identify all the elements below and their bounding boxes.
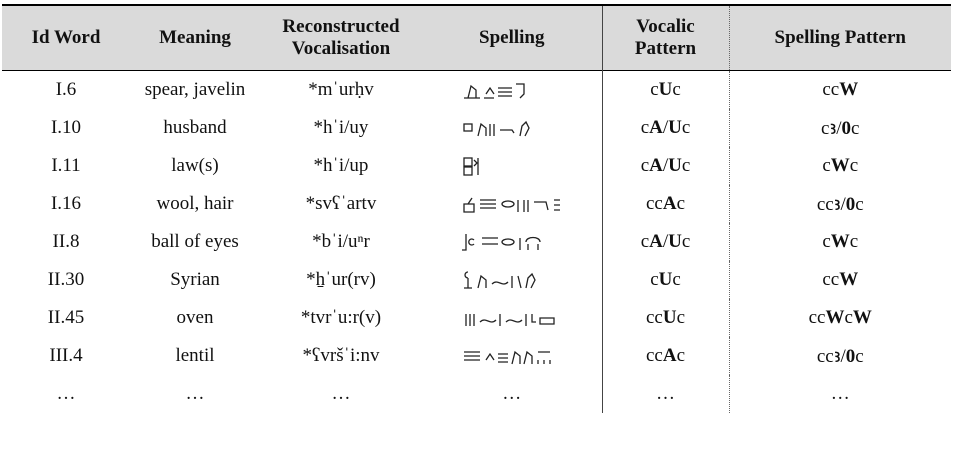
word-table: Id Word Meaning Reconstructed Vocalisati… bbox=[2, 4, 951, 413]
spelling-cell bbox=[422, 261, 602, 299]
id-cell: I.10 bbox=[50, 117, 82, 138]
spelling-cell bbox=[422, 109, 602, 147]
vocalisation-cell: *mˈurḥv bbox=[308, 79, 374, 100]
hieroglyphs bbox=[463, 157, 479, 176]
spelling-pattern-cell: … bbox=[728, 375, 951, 413]
header-cell: Spelling bbox=[479, 27, 545, 48]
spelling-pattern-cell: cWc bbox=[728, 147, 951, 185]
vocalic-pattern-cell: … bbox=[601, 375, 729, 413]
vocalic-pattern-cell: ccAc bbox=[601, 185, 729, 223]
header-cell: Meaning bbox=[159, 27, 231, 48]
vocalic-pattern-cell: ccUc bbox=[601, 299, 729, 337]
vocalisation-cell: *tvrˈu:r(v) bbox=[300, 307, 382, 328]
vocalisation-cell: … bbox=[331, 383, 351, 404]
table-row: ……………… bbox=[2, 375, 951, 413]
spelling-cell bbox=[422, 299, 602, 337]
table-row: II.30 Syrian *ẖˈur(rv) cUc ccW bbox=[2, 261, 951, 299]
vocalisation-cell: *ẖˈur(rv) bbox=[306, 269, 376, 290]
meaning-cell: law(s) bbox=[171, 155, 219, 176]
vocalisation-cell: *hˈi/uy bbox=[313, 117, 369, 138]
table-row: II.45 oven *tvrˈu:r(v) ccUc ccWcW bbox=[2, 299, 951, 337]
meaning-cell: husband bbox=[163, 117, 227, 138]
hieroglyphs bbox=[463, 271, 536, 289]
hieroglyphs bbox=[465, 314, 555, 326]
hieroglyphs bbox=[463, 83, 525, 99]
vocalic-pattern-cell: cA/Uc bbox=[601, 223, 729, 261]
spelling-cell bbox=[422, 147, 602, 185]
spelling-cell bbox=[422, 71, 602, 110]
vocalic-pattern-cell: cUc bbox=[601, 70, 729, 109]
header-cell: Reconstructed Vocalisation bbox=[282, 16, 400, 59]
hieroglyphs bbox=[461, 234, 541, 251]
vocalic-pattern-cell: cA/Uc bbox=[601, 147, 729, 185]
table-row: I.6 spear, javelin *mˈurḥv cUc ccW bbox=[2, 70, 951, 110]
vocalic-pattern-cell: cUc bbox=[601, 261, 729, 299]
vocalisation-cell: *svʕˈartv bbox=[305, 193, 377, 214]
vocalisation-cell: *ʕvršˈi:nv bbox=[302, 345, 380, 366]
id-cell: … bbox=[56, 383, 76, 404]
spelling-cell bbox=[422, 185, 602, 223]
vocalisation-cell: *bˈi/uⁿr bbox=[312, 231, 370, 252]
table-body: I.6 spear, javelin *mˈurḥv cUc ccW I.10 husban… bbox=[2, 70, 951, 413]
table-row: I.11 law(s) *hˈi/up cA/Uc cWc bbox=[2, 147, 951, 185]
header-cell: Spelling Pattern bbox=[728, 5, 951, 71]
spelling-pattern-cell: ccW bbox=[728, 261, 951, 299]
vocalic-pattern-cell: cA/Uc bbox=[601, 109, 729, 147]
meaning-cell: ball of eyes bbox=[151, 231, 239, 252]
spelling-pattern-cell: ccꜣ/0c bbox=[728, 337, 951, 375]
meaning-cell: Syrian bbox=[170, 269, 220, 290]
hieroglyphs bbox=[463, 350, 551, 365]
spelling-cell bbox=[422, 337, 602, 375]
meaning-cell: spear, javelin bbox=[144, 79, 246, 100]
hieroglyphs bbox=[463, 197, 560, 213]
id-cell: II.45 bbox=[47, 307, 85, 328]
meaning-cell: wool, hair bbox=[156, 193, 234, 214]
table-row: II.8 ball of eyes *bˈi/uⁿr cA/Uc cWc bbox=[2, 223, 951, 261]
table-row: I.16 wool, hair *svʕˈartv ccAc ccꜣ/0c bbox=[2, 185, 951, 223]
hieroglyphs bbox=[463, 120, 530, 137]
meaning-cell: oven bbox=[176, 307, 214, 328]
id-cell: II.8 bbox=[52, 231, 80, 252]
meaning-cell: lentil bbox=[175, 345, 215, 366]
page: Id Word Meaning Reconstructed Vocalisati… bbox=[0, 4, 953, 462]
id-cell: I.16 bbox=[50, 193, 82, 214]
id-cell: I.6 bbox=[55, 79, 77, 100]
id-cell: I.11 bbox=[51, 155, 81, 176]
header-cell: Vocalic Pattern bbox=[601, 5, 729, 71]
vocalisation-cell: *hˈi/up bbox=[313, 155, 369, 176]
spelling-cell: … bbox=[502, 383, 522, 404]
vocalic-pattern-cell: ccAc bbox=[601, 337, 729, 375]
header-cell: Id Word bbox=[31, 27, 101, 48]
meaning-cell: … bbox=[185, 383, 205, 404]
id-cell: III.4 bbox=[49, 345, 83, 366]
table-row: I.10 husband *hˈi/uy cA/Uc cꜣ/0c bbox=[2, 109, 951, 147]
spelling-pattern-cell: cꜣ/0c bbox=[728, 109, 951, 147]
spelling-pattern-cell: ccꜣ/0c bbox=[728, 185, 951, 223]
table-row: III.4 lentil *ʕvršˈi:nv ccAc ccꜣ/0c bbox=[2, 337, 951, 375]
spelling-pattern-cell: ccW bbox=[728, 70, 951, 109]
spelling-pattern-cell: cWc bbox=[728, 223, 951, 261]
spelling-pattern-cell: ccWcW bbox=[728, 299, 951, 337]
spelling-cell bbox=[422, 223, 602, 261]
id-cell: II.30 bbox=[47, 269, 85, 290]
header-row: Id Word Meaning Reconstructed Vocalisati… bbox=[2, 5, 951, 71]
